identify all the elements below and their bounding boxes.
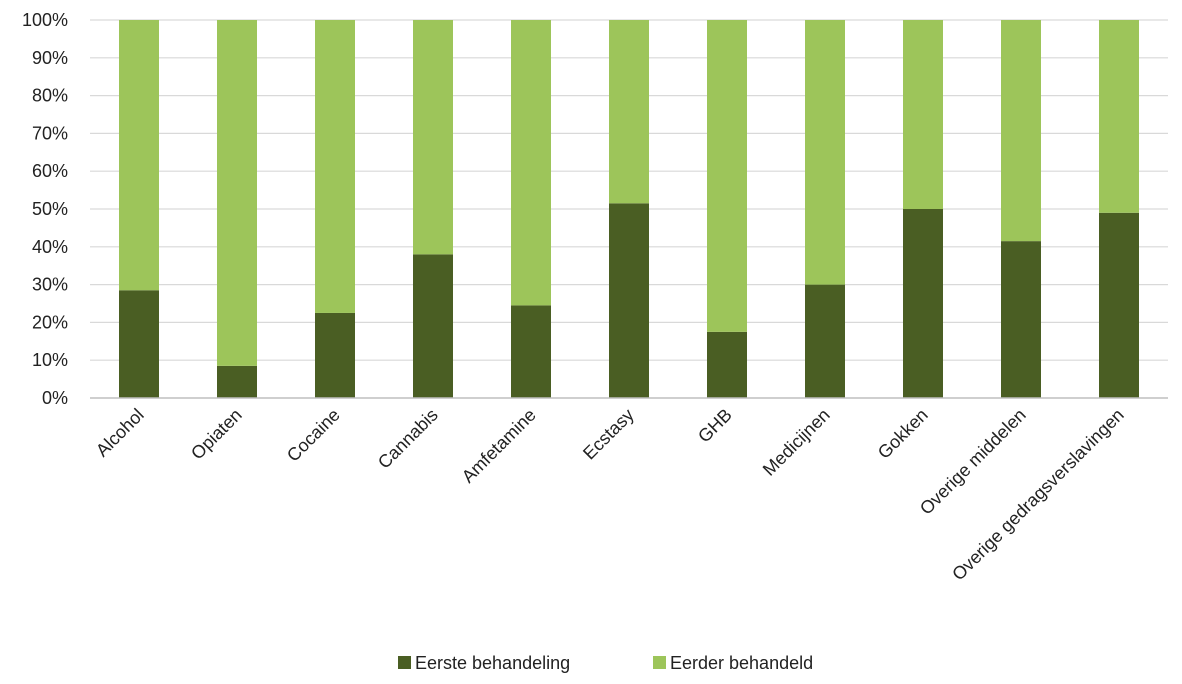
x-axis-category-labels: Alcohol Opiaten Cocaine Cannabis Amfetamine E… <box>92 405 1128 585</box>
legend-eerder-behandeld: Eerder behandeld <box>653 653 813 673</box>
x-category-label: Overige gedragsverslavingen <box>948 405 1128 585</box>
bar-eerder-behandeld <box>707 20 747 332</box>
bar-eerste-behandeling <box>217 365 257 398</box>
legend: Eerste behandeling Eerder behandeld <box>398 653 813 673</box>
bar-eerder-behandeld <box>903 20 943 209</box>
bar-eerder-behandeld <box>1099 20 1139 213</box>
bar-eerder-behandeld <box>609 20 649 204</box>
bar-eerste-behandeling <box>805 284 845 398</box>
bar-eerder-behandeld <box>413 20 453 255</box>
bars <box>119 20 1139 398</box>
legend-swatch <box>653 656 666 669</box>
bar-eerder-behandeld <box>119 20 159 291</box>
bar-eerder-behandeld <box>511 20 551 306</box>
y-axis-tick-labels: 0% 10% 20% 30% 40% 50% 60% 70% 80% 90% 100% <box>22 10 68 408</box>
legend-swatch <box>398 656 411 669</box>
x-category-label: Cocaine <box>283 405 344 466</box>
x-category-label: Alcohol <box>92 405 148 461</box>
bar-eerder-behandeld <box>217 20 257 366</box>
x-category-label: Cannabis <box>374 405 442 473</box>
bar-eerste-behandeling <box>119 290 159 398</box>
y-tick-label: 90% <box>32 48 68 68</box>
bar-eerste-behandeling <box>413 254 453 398</box>
y-tick-label: 50% <box>32 199 68 219</box>
y-tick-label: 30% <box>32 275 68 295</box>
y-tick-label: 100% <box>22 10 68 30</box>
legend-label: Eerder behandeld <box>670 653 813 673</box>
y-tick-label: 70% <box>32 123 68 143</box>
bar-eerste-behandeling <box>707 331 747 398</box>
bar-eerste-behandeling <box>903 209 943 398</box>
bar-eerste-behandeling <box>315 312 355 398</box>
x-category-label: Opiaten <box>187 405 246 464</box>
y-tick-label: 10% <box>32 350 68 370</box>
x-category-label: Amfetamine <box>458 405 540 487</box>
legend-eerste-behandeling: Eerste behandeling <box>398 653 570 673</box>
y-tick-label: 0% <box>42 388 68 408</box>
x-category-label: Ecstasy <box>579 405 638 464</box>
bar-eerder-behandeld <box>1001 20 1041 242</box>
legend-label: Eerste behandeling <box>415 653 570 673</box>
bar-eerste-behandeling <box>609 203 649 398</box>
bar-eerder-behandeld <box>805 20 845 285</box>
x-category-label: Overige middelen <box>916 405 1030 519</box>
y-tick-label: 60% <box>32 161 68 181</box>
bar-eerste-behandeling <box>511 305 551 398</box>
bar-eerste-behandeling <box>1099 212 1139 398</box>
x-category-label: Medicijnen <box>759 405 834 480</box>
x-category-label: GHB <box>694 405 736 447</box>
y-tick-label: 20% <box>32 312 68 332</box>
x-category-label: Gokken <box>874 405 932 463</box>
bar-eerder-behandeld <box>315 20 355 313</box>
y-tick-label: 80% <box>32 86 68 106</box>
y-tick-label: 40% <box>32 237 68 257</box>
bar-eerste-behandeling <box>1001 241 1041 398</box>
